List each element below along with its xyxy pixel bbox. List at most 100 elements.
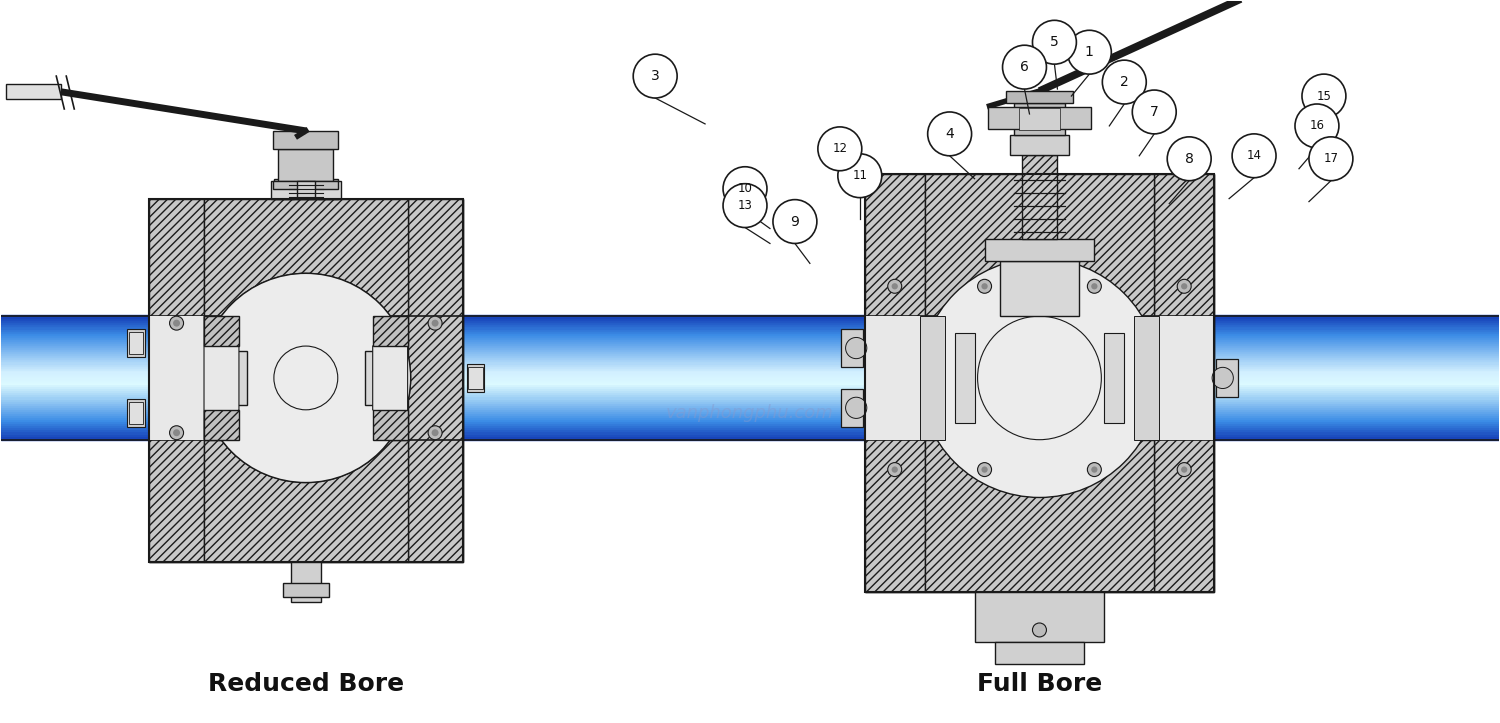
Circle shape xyxy=(839,154,882,197)
Bar xyxy=(6,84,62,99)
Bar xyxy=(2,408,1498,411)
Circle shape xyxy=(1180,283,1188,289)
Bar xyxy=(204,316,238,346)
Circle shape xyxy=(1068,30,1112,74)
Bar xyxy=(2,377,1498,380)
Circle shape xyxy=(1310,137,1353,181)
Bar xyxy=(2,330,1498,333)
Bar xyxy=(2,427,1498,429)
Bar xyxy=(284,583,328,597)
Circle shape xyxy=(891,283,898,289)
Polygon shape xyxy=(204,316,238,440)
Text: 10: 10 xyxy=(738,182,753,195)
Bar xyxy=(2,348,1498,351)
Bar xyxy=(865,316,924,440)
Bar xyxy=(1134,316,1160,440)
Bar xyxy=(204,199,408,316)
Bar xyxy=(2,342,1498,345)
Text: 11: 11 xyxy=(852,169,867,182)
Text: 7: 7 xyxy=(1150,105,1158,119)
Bar xyxy=(2,325,1498,328)
Circle shape xyxy=(1180,466,1188,473)
Circle shape xyxy=(723,167,766,210)
Bar xyxy=(2,379,1498,382)
Circle shape xyxy=(201,273,411,482)
Bar xyxy=(204,440,408,562)
Bar xyxy=(2,315,1498,318)
Bar xyxy=(2,346,1498,349)
Bar xyxy=(2,416,1498,419)
Bar xyxy=(279,149,333,181)
Bar xyxy=(2,410,1498,413)
Circle shape xyxy=(818,127,862,171)
Bar xyxy=(1022,155,1058,239)
Bar xyxy=(2,335,1498,339)
Circle shape xyxy=(723,184,766,228)
Bar xyxy=(372,410,408,440)
Bar xyxy=(2,400,1498,403)
Bar xyxy=(2,393,1498,396)
Circle shape xyxy=(891,466,898,473)
Circle shape xyxy=(1088,279,1101,294)
Bar xyxy=(148,199,462,562)
Bar xyxy=(148,199,204,562)
Bar xyxy=(924,174,1155,316)
Bar xyxy=(2,395,1498,398)
Bar xyxy=(2,430,1498,434)
Bar xyxy=(842,389,862,427)
Circle shape xyxy=(170,316,183,330)
Circle shape xyxy=(170,426,183,440)
Circle shape xyxy=(1002,46,1047,89)
Bar xyxy=(2,435,1498,437)
Text: 13: 13 xyxy=(738,199,753,212)
Text: 16: 16 xyxy=(1310,119,1324,132)
Bar xyxy=(2,361,1498,364)
Bar xyxy=(2,403,1498,407)
Circle shape xyxy=(1212,367,1233,388)
Circle shape xyxy=(1178,463,1191,476)
Bar xyxy=(129,332,144,354)
Bar xyxy=(2,359,1498,362)
Circle shape xyxy=(981,283,987,289)
Circle shape xyxy=(772,200,818,244)
Bar xyxy=(148,316,204,440)
Bar xyxy=(364,351,382,406)
Bar xyxy=(2,362,1498,366)
Circle shape xyxy=(846,397,867,419)
Bar xyxy=(954,333,975,423)
Bar xyxy=(1005,91,1074,103)
Bar xyxy=(865,174,1214,592)
Bar xyxy=(920,316,945,440)
Circle shape xyxy=(1090,283,1098,289)
Bar xyxy=(128,399,146,427)
Circle shape xyxy=(888,463,902,476)
Bar xyxy=(1014,103,1065,135)
Bar xyxy=(272,181,340,199)
Bar xyxy=(408,199,462,562)
Bar xyxy=(2,420,1498,423)
Bar xyxy=(2,334,1498,337)
Bar xyxy=(318,179,338,199)
Bar xyxy=(2,406,1498,408)
Circle shape xyxy=(201,273,411,482)
Circle shape xyxy=(172,429,180,436)
Bar xyxy=(468,367,483,389)
Bar xyxy=(148,199,462,562)
Text: 17: 17 xyxy=(1323,153,1338,166)
Bar xyxy=(1216,359,1237,397)
Circle shape xyxy=(1232,134,1276,178)
Circle shape xyxy=(633,54,676,98)
Bar xyxy=(2,383,1498,386)
Bar xyxy=(297,181,315,199)
Bar xyxy=(2,320,1498,322)
Circle shape xyxy=(427,426,442,440)
Text: 15: 15 xyxy=(1317,90,1332,103)
Bar xyxy=(1155,316,1214,440)
Text: 3: 3 xyxy=(651,69,660,83)
Bar xyxy=(2,338,1498,341)
Bar xyxy=(2,369,1498,372)
Text: 5: 5 xyxy=(1050,35,1059,49)
Text: 2: 2 xyxy=(1120,75,1128,89)
Bar xyxy=(2,328,1498,330)
Bar xyxy=(2,429,1498,432)
